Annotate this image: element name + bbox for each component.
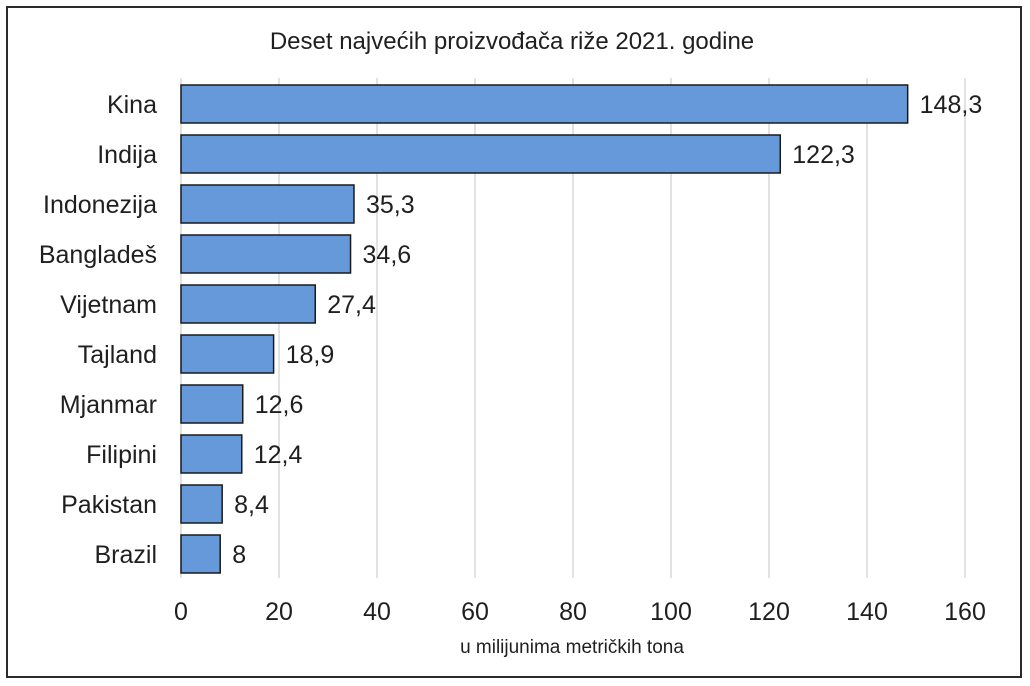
category-label: Filipini: [86, 441, 157, 469]
x-tick-label: 140: [846, 598, 888, 626]
x-tick-label: 100: [650, 598, 692, 626]
bars: [180, 84, 909, 574]
value-label: 35,3: [366, 191, 415, 219]
value-label: 122,3: [792, 141, 855, 169]
value-label: 8: [232, 541, 246, 569]
bar: [180, 484, 223, 524]
x-axis-title: u milijunima metričkih tona: [460, 637, 684, 658]
value-label: 12,6: [255, 391, 304, 419]
value-label: 34,6: [363, 241, 412, 269]
value-label: 8,4: [234, 491, 269, 519]
bar: [180, 84, 909, 124]
category-label: Tajland: [78, 341, 157, 369]
bar: [180, 134, 782, 174]
chart-title: Deset najvećih proizvođača riže 2021. go…: [270, 28, 754, 55]
category-labels: Kina Indija Indonezija Bangladeš Vijetnam Taj…: [39, 91, 157, 569]
category-label: Vijetnam: [60, 291, 157, 319]
bar: [180, 384, 244, 424]
x-tick-label: 60: [461, 598, 489, 626]
category-label: Bangladeš: [39, 241, 157, 269]
bar: [180, 334, 275, 374]
bar: [180, 434, 243, 474]
x-tick-label: 80: [559, 598, 587, 626]
value-labels: 148,3 122,3 35,3 34,6 27,4 18,9 12,6 12,4 8,4 8: [232, 91, 982, 569]
category-label: Brazil: [94, 541, 157, 569]
x-tick-labels: 0 20 40 60 80 100 120 140 160: [174, 598, 986, 626]
bar: [180, 234, 352, 274]
x-tick-label: 160: [944, 598, 986, 626]
bar: [180, 534, 221, 574]
value-label: 12,4: [254, 441, 303, 469]
category-label: Indija: [97, 141, 157, 169]
category-label: Kina: [107, 91, 157, 119]
value-label: 18,9: [286, 341, 335, 369]
x-tick-label: 40: [363, 598, 391, 626]
x-tick-label: 120: [748, 598, 790, 626]
category-label: Pakistan: [61, 491, 157, 519]
value-label: 148,3: [920, 91, 983, 119]
x-tick-label: 0: [174, 598, 188, 626]
bar: [180, 284, 317, 324]
bar: [180, 184, 355, 224]
x-tick-label: 20: [265, 598, 293, 626]
category-label: Indonezija: [43, 191, 157, 219]
category-label: Mjanmar: [60, 391, 157, 419]
value-label: 27,4: [327, 291, 376, 319]
